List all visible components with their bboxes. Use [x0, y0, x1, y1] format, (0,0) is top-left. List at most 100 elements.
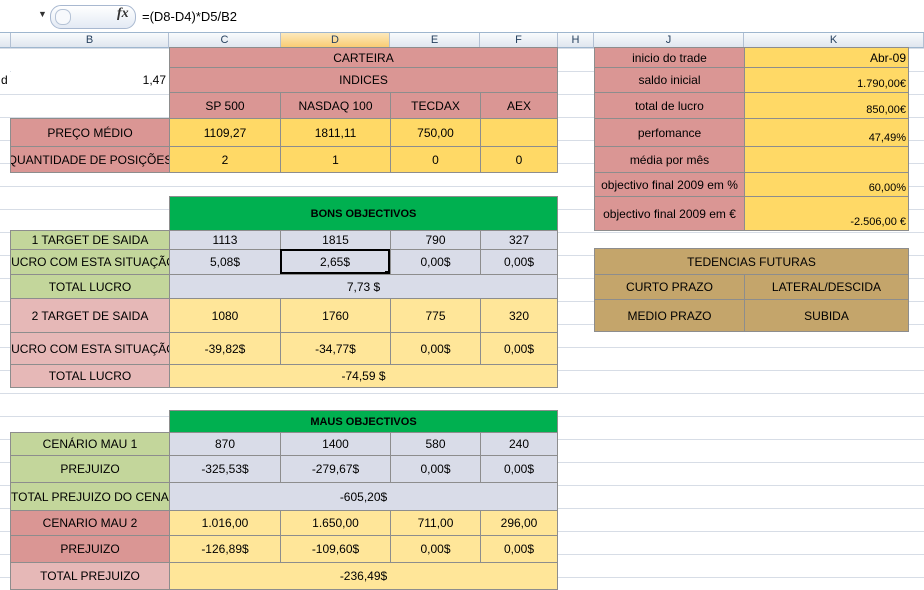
total2-value[interactable]: -74,59 $: [169, 364, 558, 388]
carteira-header[interactable]: CARTEIRA: [169, 47, 558, 68]
prejuizo2-cell[interactable]: -126,89$: [169, 535, 281, 563]
summary-label[interactable]: saldo inicial: [594, 67, 745, 93]
total1-label[interactable]: TOTAL LUCRO: [10, 274, 170, 299]
cenario1-cell[interactable]: 870: [169, 432, 281, 456]
target2-cell[interactable]: 320: [480, 298, 558, 333]
target2-cell[interactable]: 1080: [169, 298, 281, 333]
target1-cell[interactable]: 1815: [280, 230, 391, 250]
summary-label[interactable]: objectivo final 2009 em €: [594, 196, 745, 231]
column-header-f[interactable]: F: [480, 33, 558, 48]
target2-cell[interactable]: 1760: [280, 298, 391, 333]
summary-value[interactable]: Abr-09: [744, 47, 909, 68]
prejuizo2-cell[interactable]: 0,00$: [480, 535, 558, 563]
header-nasdaq[interactable]: NASDAQ 100: [280, 92, 391, 119]
prejuizo1-cell[interactable]: 0,00$: [390, 455, 481, 483]
tendencias-label[interactable]: MEDIO PRAZO: [594, 299, 745, 332]
tendencias-value[interactable]: SUBIDA: [744, 299, 909, 332]
summary-label[interactable]: perfomance: [594, 118, 745, 147]
preco-medio-cell[interactable]: [480, 118, 558, 147]
lucro1-label[interactable]: LUCRO COM ESTA SITUAÇÃO: [10, 249, 170, 275]
target2-cell[interactable]: 775: [390, 298, 481, 333]
total2-label[interactable]: TOTAL LUCRO: [10, 364, 170, 388]
quantidade-cell[interactable]: 0: [480, 146, 558, 173]
lucro2-label[interactable]: LUCRO COM ESTA SITUAÇÃO: [10, 332, 170, 365]
summary-value[interactable]: 850,00€: [744, 92, 909, 119]
column-header-c[interactable]: C: [169, 33, 281, 48]
total-prejuizo2-value[interactable]: -236,49$: [169, 562, 558, 590]
preco-medio-label[interactable]: PREÇO MÉDIO: [10, 118, 170, 147]
cenario2-cell[interactable]: 711,00: [390, 510, 481, 536]
quantidade-cell[interactable]: 2: [169, 146, 281, 173]
target1-cell[interactable]: 327: [480, 230, 558, 250]
prejuizo1-cell[interactable]: -279,67$: [280, 455, 391, 483]
lucro1-cell[interactable]: 0,00$: [480, 249, 558, 275]
cenario1-cell[interactable]: 240: [480, 432, 558, 456]
total-prejuizo2-label[interactable]: TOTAL PREJUIZO: [10, 562, 170, 590]
cenario2-label[interactable]: CENARIO MAU 2: [10, 510, 170, 536]
column-header-h[interactable]: H: [558, 33, 594, 48]
fill-handle[interactable]: [385, 271, 390, 276]
bons-objectivos-header[interactable]: BONS OBJECTIVOS: [169, 196, 558, 231]
lucro2-cell[interactable]: -39,82$: [169, 332, 281, 365]
target1-label[interactable]: 1 TARGET DE SAIDA: [10, 230, 170, 250]
summary-label[interactable]: inicio do trade: [594, 47, 745, 68]
lucro1-cell-selected[interactable]: 2,65$: [280, 249, 390, 274]
cenario1-cell[interactable]: 580: [390, 432, 481, 456]
tendencias-value[interactable]: LATERAL/DESCIDA: [744, 274, 909, 300]
maus-objectivos-header[interactable]: MAUS OBJECTIVOS: [169, 410, 558, 433]
quantidade-label[interactable]: QUANTIDADE DE POSIÇÕES: [10, 146, 170, 173]
summary-value[interactable]: 47,49%: [744, 118, 909, 147]
prejuizo2-cell[interactable]: -109,60$: [280, 535, 391, 563]
preco-medio-cell[interactable]: 1811,11: [280, 118, 391, 147]
summary-value[interactable]: -2.506,00 €: [744, 196, 909, 231]
target1-cell[interactable]: 790: [390, 230, 481, 250]
summary-label[interactable]: média por mês: [594, 146, 745, 173]
lucro2-cell[interactable]: -34,77$: [280, 332, 391, 365]
lucro2-cell[interactable]: 0,00$: [480, 332, 558, 365]
lucro1-cell[interactable]: 5,08$: [169, 249, 281, 275]
column-header-e[interactable]: E: [390, 33, 480, 48]
header-aex[interactable]: AEX: [480, 92, 558, 119]
header-tecdax[interactable]: TECDAX: [390, 92, 481, 119]
column-header-a[interactable]: [0, 33, 11, 48]
insert-function-icon[interactable]: fx: [117, 6, 129, 21]
prejuizo2-label[interactable]: PREJUIZO: [10, 535, 170, 563]
cell-a2[interactable]: d: [0, 70, 10, 90]
indices-header[interactable]: INDICES: [169, 67, 558, 93]
target1-cell[interactable]: 1113: [169, 230, 281, 250]
prejuizo1-cell[interactable]: -325,53$: [169, 455, 281, 483]
name-box-dropdown-icon[interactable]: ▼: [38, 9, 47, 19]
summary-value[interactable]: 1.790,00€: [744, 67, 909, 93]
column-header-d[interactable]: D: [281, 33, 390, 48]
lucro2-cell[interactable]: 0,00$: [390, 332, 481, 365]
summary-label[interactable]: objectivo final 2009 em %: [594, 172, 745, 197]
summary-value[interactable]: 60,00%: [744, 172, 909, 197]
cenario1-cell[interactable]: 1400: [280, 432, 391, 456]
cenario2-cell[interactable]: 1.650,00: [280, 510, 391, 536]
cenario2-cell[interactable]: 1.016,00: [169, 510, 281, 536]
summary-label[interactable]: total de lucro: [594, 92, 745, 119]
header-sp500[interactable]: SP 500: [169, 92, 281, 119]
cenario1-label[interactable]: CENÁRIO MAU 1: [10, 432, 170, 456]
quantidade-cell[interactable]: 1: [280, 146, 391, 173]
cell-b2[interactable]: 1,47: [11, 70, 169, 90]
cenario2-cell[interactable]: 296,00: [480, 510, 558, 536]
total1-value[interactable]: 7,73 $: [169, 274, 558, 299]
quantidade-cell[interactable]: 0: [390, 146, 481, 173]
target2-label[interactable]: 2 TARGET DE SAIDA: [10, 298, 170, 333]
summary-value[interactable]: [744, 146, 909, 173]
total-prejuizo1-label[interactable]: TOTAL PREJUIZO DO CENARIO 1: [10, 482, 170, 511]
column-header-k[interactable]: K: [744, 33, 924, 48]
prejuizo1-cell[interactable]: 0,00$: [480, 455, 558, 483]
prejuizo2-cell[interactable]: 0,00$: [390, 535, 481, 563]
preco-medio-cell[interactable]: 750,00: [390, 118, 481, 147]
preco-medio-cell[interactable]: 1109,27: [169, 118, 281, 147]
tendencias-label[interactable]: CURTO PRAZO: [594, 274, 745, 300]
expand-icon[interactable]: [55, 9, 71, 25]
total-prejuizo1-value[interactable]: -605,20$: [169, 482, 558, 511]
prejuizo1-label[interactable]: PREJUIZO: [10, 455, 170, 483]
lucro1-cell[interactable]: 0,00$: [390, 249, 481, 275]
column-header-j[interactable]: J: [594, 33, 744, 48]
formula-input[interactable]: =(D8-D4)*D5/B2: [142, 9, 238, 24]
column-header-b[interactable]: B: [11, 33, 169, 48]
